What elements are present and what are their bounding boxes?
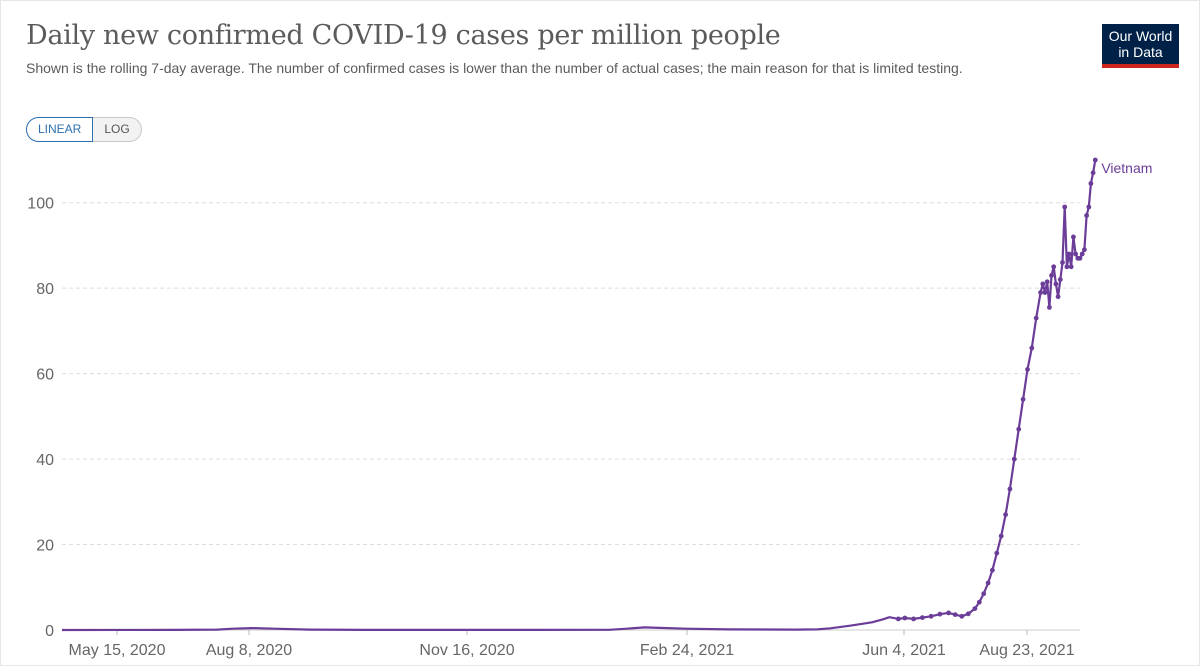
y-tick-label: 100 [27, 196, 54, 213]
data-point [1020, 396, 1026, 402]
y-tick-label: 80 [36, 281, 54, 298]
x-tick-label: Jun 4, 2021 [862, 642, 946, 659]
data-point [1007, 486, 1013, 492]
data-point [994, 550, 1000, 556]
series-label: Vietnam [1101, 160, 1152, 176]
data-point [1064, 264, 1070, 270]
data-point [911, 616, 916, 622]
x-tick-label: May 15, 2020 [69, 642, 166, 659]
data-point [976, 599, 982, 605]
data-point [998, 533, 1004, 539]
scale-toggle: LINEAR LOG [26, 117, 142, 142]
data-point [1042, 290, 1048, 295]
x-tick-label: Feb 24, 2021 [640, 642, 734, 659]
data-point [1073, 251, 1078, 257]
data-point [1033, 315, 1039, 321]
data-point [990, 567, 995, 573]
data-point [1077, 255, 1083, 261]
data-point [1088, 181, 1094, 186]
data-point [972, 606, 978, 611]
data-point [1082, 247, 1087, 253]
data-point [937, 611, 943, 617]
data-point [1029, 345, 1035, 351]
chart-subtitle: Shown is the rolling 7-day average. The … [26, 60, 963, 76]
log-scale-button[interactable]: LOG [93, 117, 142, 142]
data-point [1055, 294, 1061, 300]
data-point [985, 580, 991, 586]
data-point [1066, 251, 1072, 257]
data-point [946, 610, 951, 616]
data-point [1079, 251, 1085, 257]
data-point [1092, 157, 1098, 163]
logo-line-2: in Data [1118, 44, 1163, 60]
series-line [61, 159, 1097, 632]
data-point [1084, 213, 1089, 218]
data-point [1060, 260, 1065, 265]
x-tick-label: Aug 8, 2020 [206, 642, 292, 659]
y-tick-label: 60 [36, 367, 54, 384]
x-tick-label: Nov 16, 2020 [419, 642, 514, 659]
data-point [928, 613, 934, 619]
data-point [1025, 367, 1030, 372]
data-point [1057, 277, 1063, 282]
data-point [1068, 264, 1074, 270]
data-point [1051, 264, 1057, 270]
data-point [920, 615, 925, 620]
data-point [981, 591, 987, 597]
linear-scale-button[interactable]: LINEAR [26, 117, 94, 142]
data-point [965, 611, 971, 617]
owid-logo[interactable]: Our World in Data [1102, 24, 1179, 68]
data-point [1011, 456, 1017, 462]
data-point [1038, 290, 1043, 295]
y-tick-label: 0 [45, 623, 54, 640]
x-tick-label: Aug 23, 2021 [979, 642, 1074, 659]
data-point [1053, 281, 1059, 287]
data-point [1062, 204, 1068, 210]
data-point [1049, 273, 1054, 278]
data-point [902, 615, 908, 621]
data-point [1003, 512, 1008, 517]
chart-title: Daily new confirmed COVID-19 cases per m… [26, 20, 781, 51]
data-point [1040, 281, 1046, 287]
data-point [1016, 426, 1022, 432]
data-point [959, 613, 965, 619]
data-point [895, 616, 901, 622]
logo-line-1: Our World [1108, 28, 1173, 44]
data-point [1047, 305, 1052, 310]
data-point [952, 612, 958, 617]
y-tick-label: 40 [36, 452, 54, 469]
data-point [1044, 279, 1050, 285]
data-point [1071, 234, 1076, 240]
data-point [1086, 204, 1092, 210]
y-tick-label: 20 [36, 538, 54, 555]
data-point [1090, 170, 1096, 176]
